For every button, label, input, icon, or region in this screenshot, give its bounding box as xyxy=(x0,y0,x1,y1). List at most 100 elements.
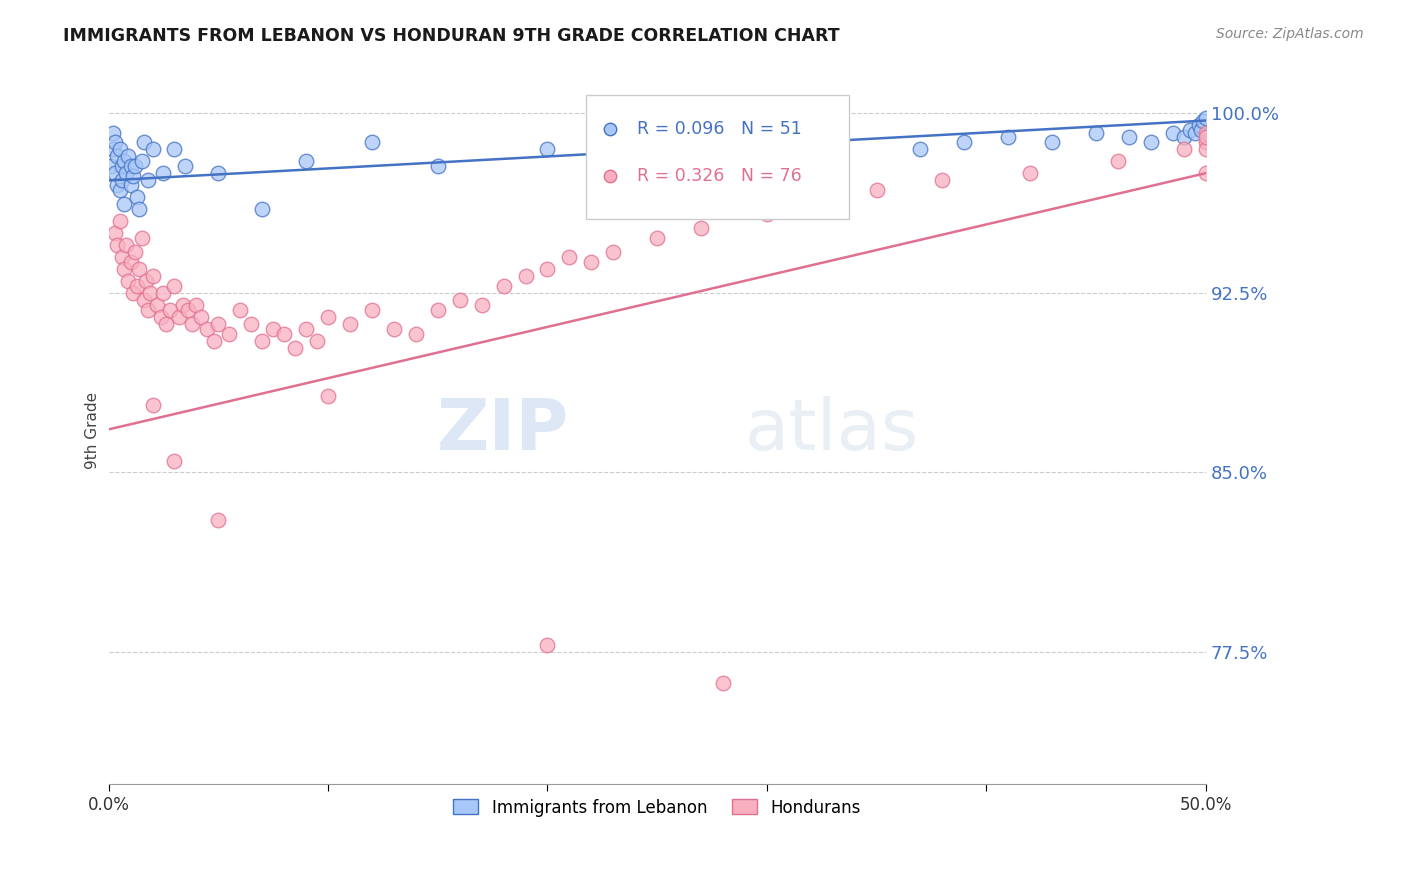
Point xyxy=(108,214,131,228)
Point xyxy=(536,262,558,277)
Point xyxy=(800,197,823,211)
Point xyxy=(690,190,713,204)
Legend: Immigrants from Lebanon, Hondurans: Immigrants from Lebanon, Hondurans xyxy=(446,790,869,825)
Point xyxy=(1195,142,1218,156)
Point xyxy=(1118,130,1140,145)
Point xyxy=(262,322,284,336)
Point xyxy=(112,262,135,277)
Point xyxy=(953,135,976,149)
Point xyxy=(1040,135,1063,149)
Point xyxy=(778,142,800,156)
Point xyxy=(121,285,143,300)
Point xyxy=(172,298,194,312)
Point xyxy=(910,142,932,156)
Point xyxy=(316,389,339,403)
Point xyxy=(1195,126,1218,140)
Point xyxy=(471,298,494,312)
Point xyxy=(1195,111,1218,125)
Point xyxy=(115,238,138,252)
Point xyxy=(120,159,142,173)
Point xyxy=(108,183,131,197)
Point xyxy=(1189,123,1212,137)
Point xyxy=(690,221,713,235)
Point xyxy=(141,142,163,156)
Text: ZIP: ZIP xyxy=(437,396,569,465)
Point xyxy=(536,638,558,652)
Text: atlas: atlas xyxy=(745,396,920,465)
Point xyxy=(139,285,162,300)
Point xyxy=(1195,166,1218,180)
Point xyxy=(104,135,127,149)
Point xyxy=(127,278,149,293)
Point xyxy=(207,513,229,527)
Point xyxy=(163,453,186,467)
Point xyxy=(229,302,252,317)
Point xyxy=(1019,166,1042,180)
Point xyxy=(107,178,129,193)
Point xyxy=(997,130,1019,145)
Point xyxy=(295,154,318,169)
Point xyxy=(146,298,169,312)
Point xyxy=(112,154,135,169)
Point xyxy=(307,334,329,348)
Point xyxy=(159,302,181,317)
Point xyxy=(176,302,198,317)
Point xyxy=(492,278,515,293)
Point xyxy=(382,322,405,336)
Point xyxy=(112,197,135,211)
Point xyxy=(449,293,471,307)
Point xyxy=(250,334,273,348)
Text: R = 0.096   N = 51: R = 0.096 N = 51 xyxy=(637,120,803,138)
Point xyxy=(120,178,142,193)
Point xyxy=(127,190,149,204)
Point xyxy=(1084,126,1107,140)
Point xyxy=(104,166,127,180)
Point xyxy=(1107,154,1129,169)
Point xyxy=(1099,442,1122,456)
Point xyxy=(174,159,197,173)
Point xyxy=(152,166,174,180)
Text: R = 0.326   N = 76: R = 0.326 N = 76 xyxy=(637,168,803,186)
Point xyxy=(107,238,129,252)
Point xyxy=(131,154,153,169)
Point xyxy=(107,149,129,163)
Point xyxy=(120,254,142,268)
Point xyxy=(1173,130,1195,145)
Point xyxy=(128,262,150,277)
Point xyxy=(124,159,146,173)
Point xyxy=(117,274,139,288)
Point xyxy=(207,317,229,331)
Point xyxy=(207,166,229,180)
Point xyxy=(167,310,190,324)
Point xyxy=(108,142,131,156)
Point xyxy=(250,202,273,216)
Point xyxy=(104,226,127,240)
Point xyxy=(284,341,307,355)
Point xyxy=(101,142,124,156)
Point xyxy=(1161,126,1184,140)
Point xyxy=(136,302,159,317)
Point xyxy=(186,298,208,312)
Point xyxy=(100,159,122,173)
Point xyxy=(132,293,155,307)
Point xyxy=(1139,135,1161,149)
Point xyxy=(536,142,558,156)
Point xyxy=(115,166,138,180)
Point xyxy=(181,317,204,331)
Point xyxy=(1195,135,1218,149)
Point xyxy=(136,173,159,187)
Point xyxy=(426,302,449,317)
Point xyxy=(111,173,134,187)
Point xyxy=(339,317,361,331)
Point xyxy=(755,207,778,221)
Point xyxy=(273,326,295,341)
Text: IMMIGRANTS FROM LEBANON VS HONDURAN 9TH GRADE CORRELATION CHART: IMMIGRANTS FROM LEBANON VS HONDURAN 9TH … xyxy=(63,27,839,45)
Point xyxy=(1184,126,1206,140)
Point xyxy=(218,326,240,341)
Point xyxy=(131,231,153,245)
Point xyxy=(515,269,537,284)
Point xyxy=(1099,281,1122,295)
Point xyxy=(1188,118,1211,132)
Point xyxy=(128,202,150,216)
Point xyxy=(1180,123,1202,137)
